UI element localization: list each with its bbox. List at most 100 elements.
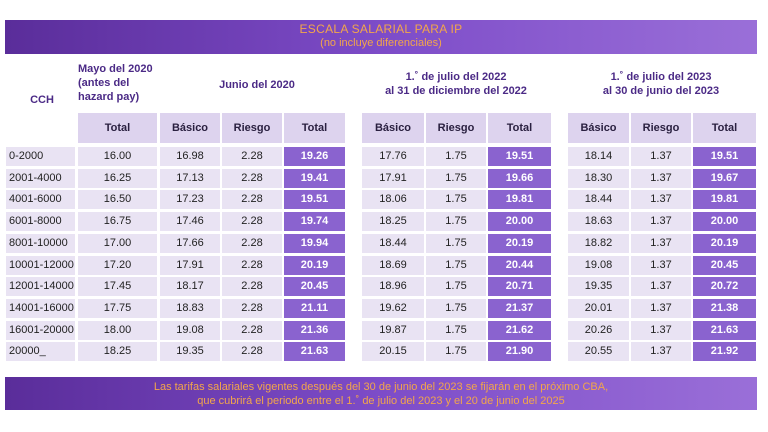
- total-wage-cell: 21.63: [693, 320, 756, 340]
- header-may-2020: Mayo del 2020 (antes del hazard pay): [78, 63, 153, 103]
- total-wage-cell: 20.72: [693, 277, 756, 297]
- wage-cell: 1.37: [631, 168, 691, 188]
- wage-cell: 2.28: [222, 277, 282, 297]
- total-wage-cell: 21.36: [284, 320, 345, 340]
- cch-range-cell: 10001-12000: [6, 255, 75, 275]
- wage-cell: 1.37: [631, 255, 691, 275]
- wage-cell: 1.37: [631, 298, 691, 318]
- wage-cell: 18.83: [160, 298, 220, 318]
- total-wage-cell: 21.11: [284, 298, 345, 318]
- wage-cell: 1.37: [631, 277, 691, 297]
- table-subtitle: (no incluye diferenciales): [320, 37, 442, 49]
- subheader-riesgo-2020: Riesgo: [222, 113, 282, 143]
- wage-cell: 17.45: [78, 277, 157, 297]
- header-2022-period: 1.˚ de julio del 2022 al 31 de diciembre…: [385, 71, 527, 97]
- total-wage-cell: 20.19: [693, 233, 756, 253]
- subheader-total-2023: Total: [693, 113, 756, 143]
- total-wage-cell: 20.19: [284, 255, 345, 275]
- wage-cell: 2.28: [222, 233, 282, 253]
- total-wage-cell: 19.94: [284, 233, 345, 253]
- cch-range-cell: 6001-8000: [6, 212, 75, 232]
- wage-cell: 18.00: [78, 320, 157, 340]
- wage-cell: 1.75: [426, 342, 486, 362]
- wage-cell: 1.75: [426, 255, 486, 275]
- total-wage-cell: 19.66: [488, 168, 551, 188]
- wage-cell: 18.44: [568, 190, 629, 210]
- wage-cell: 2.28: [222, 147, 282, 166]
- cch-range-cell: 0-2000: [6, 147, 75, 166]
- wage-cell: 19.35: [160, 342, 220, 362]
- total-wage-cell: 19.51: [284, 190, 345, 210]
- total-wage-cell: 21.38: [693, 298, 756, 318]
- header-2023-period: 1.˚ de julio del 2023 al 30 de junio del…: [602, 71, 720, 97]
- total-wage-cell: 20.00: [488, 212, 551, 232]
- wage-cell: 2.28: [222, 298, 282, 318]
- wage-cell: 1.75: [426, 212, 486, 232]
- total-wage-cell: 21.63: [284, 342, 345, 362]
- wage-cell: 17.66: [160, 233, 220, 253]
- wage-cell: 18.82: [568, 233, 629, 253]
- total-wage-cell: 20.45: [284, 277, 345, 297]
- cch-range-cell: 2001-4000: [6, 168, 75, 188]
- total-wage-cell: 20.71: [488, 277, 551, 297]
- wage-cell: 16.50: [78, 190, 157, 210]
- wage-cell: 18.06: [362, 190, 424, 210]
- wage-cell: 18.96: [362, 277, 424, 297]
- cch-range-cell: 12001-14000: [6, 277, 75, 297]
- subheader-basico-2020: Básico: [160, 113, 220, 143]
- wage-cell: 1.75: [426, 233, 486, 253]
- wage-cell: 18.17: [160, 277, 220, 297]
- wage-cell: 1.75: [426, 190, 486, 210]
- cch-range-cell: 4001-6000: [6, 190, 75, 210]
- wage-cell: 1.37: [631, 320, 691, 340]
- wage-cell: 1.75: [426, 147, 486, 166]
- wage-cell: 17.00: [78, 233, 157, 253]
- wage-cell: 1.75: [426, 277, 486, 297]
- wage-cell: 19.62: [362, 298, 424, 318]
- wage-cell: 17.91: [362, 168, 424, 188]
- wage-cell: 20.15: [362, 342, 424, 362]
- wage-cell: 2.28: [222, 212, 282, 232]
- total-wage-cell: 19.41: [284, 168, 345, 188]
- wage-cell: 18.14: [568, 147, 629, 166]
- wage-cell: 18.44: [362, 233, 424, 253]
- footer-note-line-2: que cubrirá el periodo entre el 1.˚ de j…: [197, 395, 565, 407]
- subheader-riesgo-2023: Riesgo: [631, 113, 691, 143]
- wage-cell: 19.35: [568, 277, 629, 297]
- subheader-total-2022: Total: [488, 113, 551, 143]
- subheader-basico-2022: Básico: [362, 113, 424, 143]
- total-wage-cell: 20.45: [693, 255, 756, 275]
- wage-cell: 2.28: [222, 255, 282, 275]
- total-wage-cell: 20.00: [693, 212, 756, 232]
- subheader-total-may-2020: Total: [78, 113, 157, 143]
- total-wage-cell: 21.37: [488, 298, 551, 318]
- wage-cell: 2.28: [222, 190, 282, 210]
- header-banner: ESCALA SALARIAL PARA IP (no incluye dife…: [5, 20, 757, 54]
- wage-cell: 1.37: [631, 233, 691, 253]
- wage-cell: 1.75: [426, 320, 486, 340]
- wage-cell: 17.20: [78, 255, 157, 275]
- wage-cell: 17.23: [160, 190, 220, 210]
- wage-cell: 17.13: [160, 168, 220, 188]
- wage-cell: 16.75: [78, 212, 157, 232]
- total-wage-cell: 21.92: [693, 342, 756, 362]
- wage-cell: 17.46: [160, 212, 220, 232]
- total-wage-cell: 19.67: [693, 168, 756, 188]
- wage-cell: 17.75: [78, 298, 157, 318]
- wage-cell: 2.28: [222, 320, 282, 340]
- wage-cell: 1.37: [631, 147, 691, 166]
- total-wage-cell: 21.90: [488, 342, 551, 362]
- total-wage-cell: 19.26: [284, 147, 345, 166]
- wage-cell: 1.75: [426, 298, 486, 318]
- total-wage-cell: 19.81: [693, 190, 756, 210]
- total-wage-cell: 20.19: [488, 233, 551, 253]
- wage-cell: 2.28: [222, 168, 282, 188]
- wage-cell: 18.30: [568, 168, 629, 188]
- wage-cell: 16.25: [78, 168, 157, 188]
- total-wage-cell: 20.44: [488, 255, 551, 275]
- wage-cell: 1.75: [426, 168, 486, 188]
- wage-cell: 18.25: [362, 212, 424, 232]
- wage-cell: 1.37: [631, 190, 691, 210]
- wage-cell: 17.76: [362, 147, 424, 166]
- wage-cell: 2.28: [222, 342, 282, 362]
